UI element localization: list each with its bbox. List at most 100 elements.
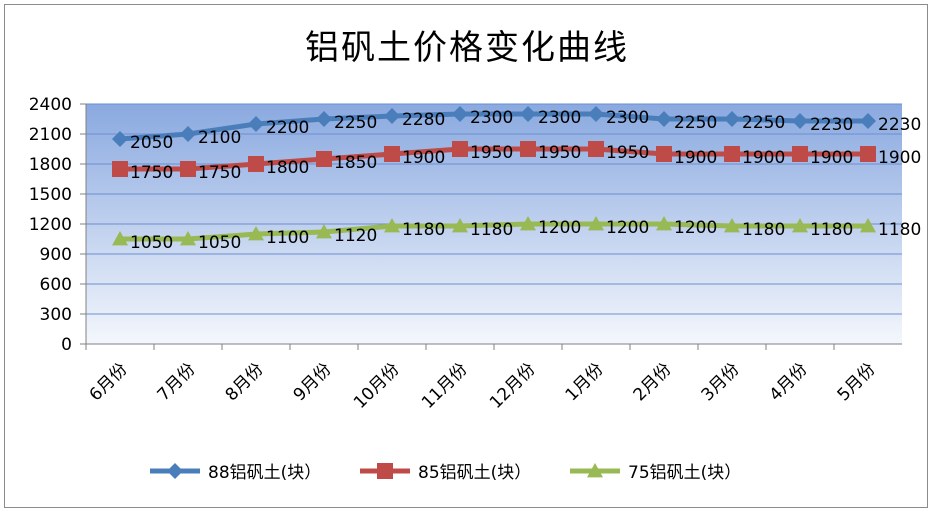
data-label: 1200 [606,218,649,238]
data-point [724,146,740,162]
data-label: 1900 [878,148,921,168]
legend-marker [167,463,183,479]
legend-label: 75铝矾土(块） [628,463,741,483]
data-point [316,224,332,239]
data-label: 1750 [198,163,241,183]
data-label: 2300 [538,108,581,128]
data-label: 1800 [266,158,309,178]
data-label: 2200 [266,118,309,138]
x-category-label: 11月份 [418,359,471,412]
data-label: 1950 [606,143,649,163]
x-category-label: 12月份 [486,359,539,412]
data-label: 2250 [674,113,717,133]
x-category-label: 10月份 [350,359,403,412]
chart-title: 铝矾土价格变化曲线 [305,28,629,68]
data-point [248,156,264,172]
data-label: 1900 [402,148,445,168]
data-point [112,231,128,246]
data-label: 1180 [402,220,445,240]
data-point [724,218,740,233]
data-label: 1100 [266,228,309,248]
series-line [117,221,871,242]
y-tick-label: 0 [61,335,72,355]
data-point [452,141,468,157]
y-tick-label: 1200 [29,215,72,235]
x-category-label: 8月份 [222,359,268,405]
data-point [792,113,808,129]
data-label: 2250 [334,113,377,133]
data-label: 1180 [878,220,921,240]
data-label: 1950 [538,143,581,163]
data-label: 1200 [674,218,717,238]
data-label: 1050 [198,233,241,253]
data-label: 1900 [810,148,853,168]
data-point [248,226,264,241]
data-point [180,161,196,177]
data-point [384,146,400,162]
data-point [520,216,536,231]
data-point [860,146,876,162]
data-point [520,141,536,157]
data-label: 2250 [742,113,785,133]
data-point [520,106,536,122]
data-label: 2300 [606,108,649,128]
x-category-label: 4月份 [766,359,812,405]
data-label: 1050 [130,233,173,253]
data-point [860,113,876,129]
data-label: 1900 [674,148,717,168]
legend-marker [587,463,603,478]
y-tick-label: 900 [40,245,72,265]
data-point [724,111,740,127]
y-tick-label: 1800 [29,155,72,175]
data-label: 1120 [334,226,377,246]
data-point [180,231,196,246]
y-tick-label: 2100 [29,125,72,145]
legend-label: 88铝矾土(块） [208,463,321,483]
data-label: 1180 [810,220,853,240]
data-point [656,216,672,231]
data-point [316,111,332,127]
data-label: 2230 [878,115,921,135]
data-label: 2300 [470,108,513,128]
data-point [112,131,128,147]
y-tick-label: 300 [40,305,72,325]
data-point [316,151,332,167]
data-label: 2280 [402,110,445,130]
data-point [792,146,808,162]
data-label: 1200 [538,218,581,238]
legend-marker [377,463,393,479]
data-point [656,146,672,162]
data-label: 2230 [810,115,853,135]
data-label: 1900 [742,148,785,168]
x-category-label: 9月份 [290,359,336,405]
data-point [452,106,468,122]
data-point [860,218,876,233]
y-tick-label: 2400 [29,95,72,115]
x-category-label: 5月份 [834,359,880,405]
data-point [588,216,604,231]
data-point [588,106,604,122]
x-category-label: 6月份 [86,359,132,405]
data-point [452,218,468,233]
data-point [112,161,128,177]
data-label: 1180 [470,220,513,240]
data-label: 1950 [470,143,513,163]
legend-label: 85铝矾土(块） [418,463,531,483]
data-point [792,218,808,233]
data-label: 2050 [130,133,173,153]
data-label: 1180 [742,220,785,240]
data-point [248,116,264,132]
data-label: 1850 [334,153,377,173]
x-category-label: 1月份 [562,359,608,405]
data-point [384,218,400,233]
x-category-label: 3月份 [698,359,744,405]
data-label: 2100 [198,128,241,148]
y-tick-label: 1500 [29,185,72,205]
y-tick-label: 600 [40,275,72,295]
series-line [117,111,871,142]
data-point [656,111,672,127]
x-category-label: 2月份 [630,359,676,405]
data-point [384,108,400,124]
series-line [117,146,871,172]
